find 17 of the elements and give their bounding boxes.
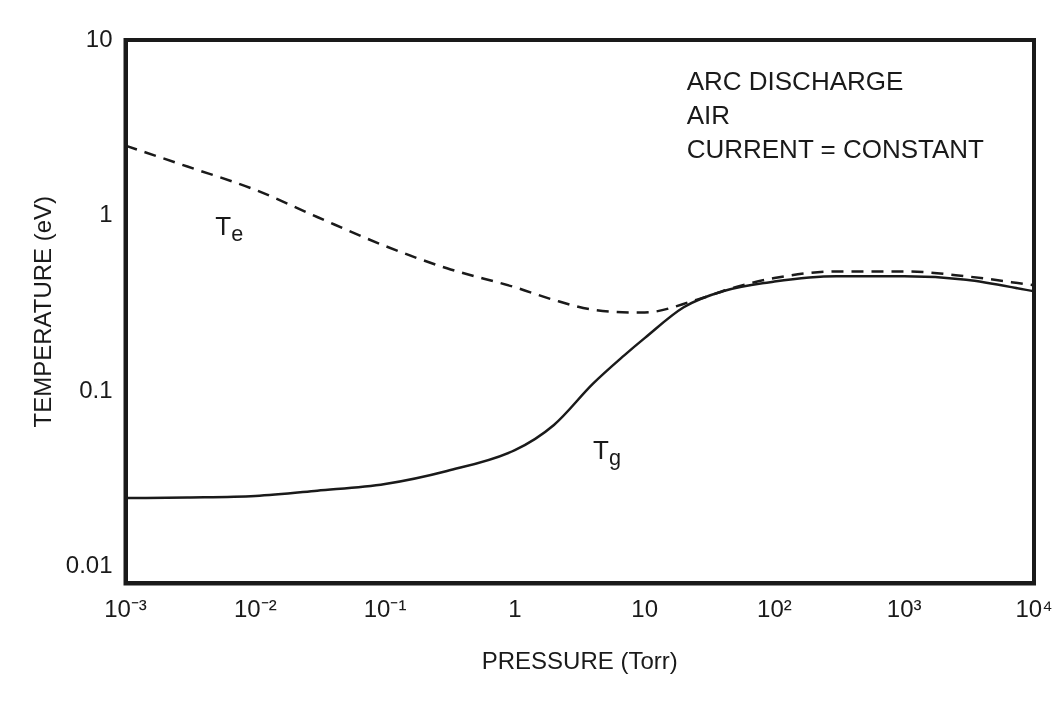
y-tick-label: 0.1: [79, 375, 113, 403]
annotation: ARC DISCHARGE AIR CURRENT = CONSTANT: [686, 65, 984, 166]
x-tick-label: 10⁻²: [233, 595, 277, 623]
y-tick-label: 10: [85, 24, 113, 52]
x-tick-label: 10⁻¹: [363, 595, 407, 623]
y-tick-label: 0.01: [65, 551, 113, 579]
x-tick-label: 10³: [886, 595, 922, 623]
x-tick-label: 10⁴: [1015, 595, 1053, 623]
x-tick-label: 10: [631, 595, 658, 623]
x-tick-label: 10⁻³: [104, 595, 147, 623]
y-axis-title: TEMPERATURE (eV): [29, 195, 57, 428]
series-label: T$_{g}$: [593, 433, 621, 472]
x-axis-title: PRESSURE (Torr): [481, 647, 678, 675]
y-tick-label: 1: [99, 200, 113, 228]
series-label: T$_{e}$: [215, 209, 244, 248]
x-tick-label: 1: [508, 595, 522, 623]
x-tick-label: 10²: [757, 595, 792, 623]
